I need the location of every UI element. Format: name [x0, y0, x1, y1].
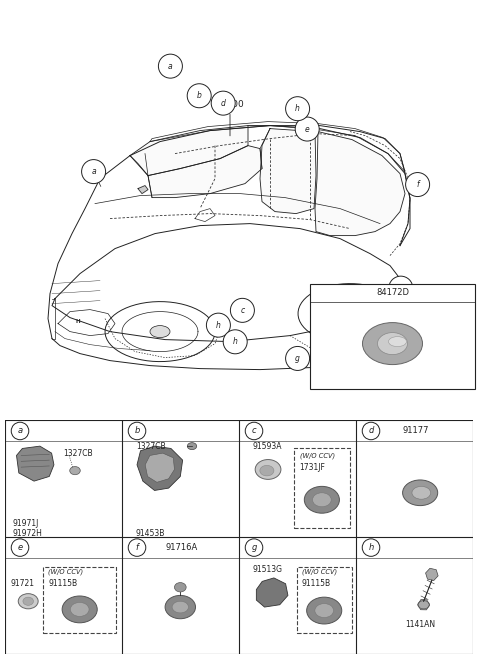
Ellipse shape: [174, 583, 186, 592]
Text: g: g: [398, 284, 403, 292]
Ellipse shape: [62, 596, 97, 623]
Text: e: e: [305, 125, 310, 133]
Text: 1731JF: 1731JF: [300, 463, 325, 472]
Polygon shape: [148, 146, 262, 198]
Bar: [43, 568, 116, 633]
Circle shape: [362, 422, 380, 440]
Text: d: d: [221, 99, 226, 108]
Ellipse shape: [412, 486, 431, 499]
Text: h: h: [295, 104, 300, 113]
Text: 91500: 91500: [216, 100, 244, 108]
Circle shape: [230, 298, 254, 323]
Ellipse shape: [70, 466, 80, 475]
Text: 84172D: 84172D: [376, 288, 409, 297]
Text: 91721: 91721: [11, 579, 35, 588]
Ellipse shape: [18, 594, 38, 609]
Circle shape: [211, 91, 235, 115]
Ellipse shape: [150, 326, 170, 338]
Ellipse shape: [255, 459, 281, 480]
Polygon shape: [138, 185, 148, 194]
Text: 91972H: 91972H: [13, 529, 43, 538]
Text: h: h: [216, 321, 221, 330]
Text: a: a: [17, 426, 23, 436]
Text: a: a: [91, 167, 96, 176]
Text: c: c: [252, 426, 256, 436]
Circle shape: [82, 160, 106, 183]
Text: (W/O CCV): (W/O CCV): [48, 569, 83, 576]
Text: c: c: [240, 306, 244, 315]
Text: 91115B: 91115B: [302, 579, 331, 588]
Circle shape: [286, 97, 310, 121]
Text: (W/O CCV): (W/O CCV): [300, 452, 335, 459]
Text: 91177: 91177: [402, 426, 429, 436]
Circle shape: [11, 539, 29, 556]
Text: 91971J: 91971J: [13, 518, 39, 528]
Ellipse shape: [377, 332, 408, 355]
Text: 91513G: 91513G: [253, 565, 283, 574]
Polygon shape: [145, 453, 174, 482]
Circle shape: [206, 313, 230, 337]
Ellipse shape: [388, 336, 407, 347]
Bar: [310, 284, 475, 388]
Polygon shape: [260, 129, 316, 214]
Ellipse shape: [260, 465, 274, 476]
Ellipse shape: [70, 602, 89, 616]
Text: 1141AN: 1141AN: [405, 620, 435, 629]
Text: h: h: [233, 337, 238, 346]
Bar: [297, 568, 352, 633]
Circle shape: [286, 346, 310, 371]
Text: b: b: [134, 426, 140, 436]
Text: a: a: [168, 62, 173, 71]
Polygon shape: [256, 578, 288, 607]
Text: 91453B: 91453B: [136, 529, 165, 538]
Ellipse shape: [403, 480, 438, 506]
Circle shape: [128, 422, 146, 440]
Text: f: f: [135, 543, 139, 552]
Circle shape: [223, 330, 247, 354]
Ellipse shape: [307, 597, 342, 624]
Circle shape: [128, 539, 146, 556]
Circle shape: [245, 422, 263, 440]
Text: h: h: [368, 543, 373, 552]
Text: 1327CB: 1327CB: [63, 449, 93, 458]
Circle shape: [295, 117, 319, 141]
Ellipse shape: [340, 307, 360, 319]
Circle shape: [406, 173, 430, 196]
Polygon shape: [16, 446, 54, 481]
Ellipse shape: [23, 597, 34, 605]
Text: e: e: [17, 543, 23, 552]
Ellipse shape: [315, 604, 334, 618]
Text: g: g: [252, 543, 257, 552]
Text: (W/O CCV): (W/O CCV): [302, 569, 337, 576]
Ellipse shape: [172, 601, 189, 613]
Text: g: g: [295, 354, 300, 363]
Text: d: d: [368, 426, 374, 436]
Circle shape: [245, 539, 263, 556]
Circle shape: [389, 276, 413, 300]
Ellipse shape: [165, 595, 195, 619]
Ellipse shape: [312, 493, 331, 507]
Text: 1327CB: 1327CB: [136, 442, 166, 451]
Circle shape: [11, 422, 29, 440]
Text: b: b: [197, 91, 202, 101]
Polygon shape: [130, 125, 248, 175]
Text: 91593A: 91593A: [253, 442, 282, 451]
Circle shape: [187, 83, 211, 108]
Circle shape: [158, 54, 182, 78]
Circle shape: [362, 539, 380, 556]
Ellipse shape: [304, 486, 339, 513]
Text: 91115B: 91115B: [48, 579, 77, 588]
Text: H: H: [76, 319, 80, 324]
Ellipse shape: [187, 443, 197, 449]
Polygon shape: [137, 446, 182, 490]
Text: 91716A: 91716A: [165, 543, 198, 552]
Ellipse shape: [362, 323, 422, 365]
Polygon shape: [315, 131, 405, 236]
Text: f: f: [416, 180, 419, 189]
Bar: [294, 449, 350, 528]
